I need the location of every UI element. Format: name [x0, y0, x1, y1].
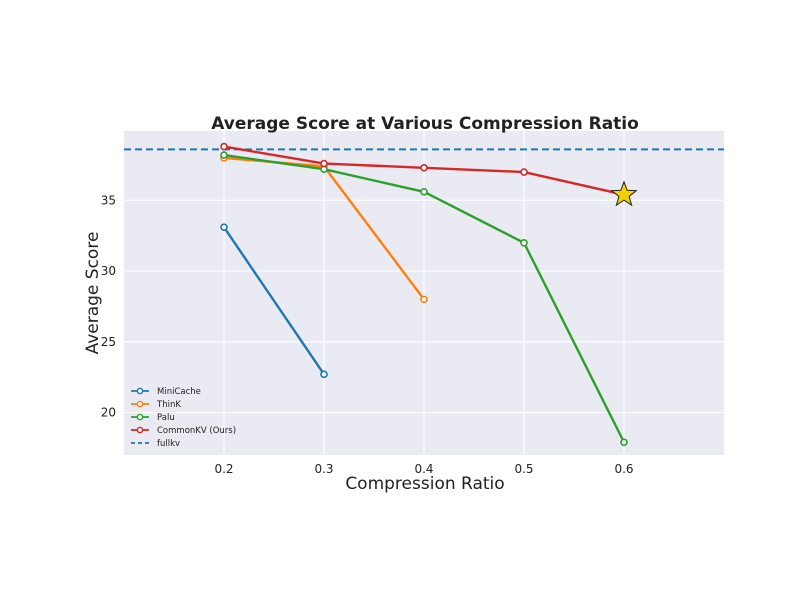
- data-point-commonkv-ours: [520, 168, 528, 176]
- y-tick-label: 25: [101, 335, 116, 349]
- data-point-minicache: [220, 223, 228, 232]
- data-point-palu: [520, 238, 528, 247]
- legend-item: fullkv: [131, 439, 180, 449]
- data-point-think: [420, 295, 428, 304]
- legend-marker: [136, 426, 144, 434]
- legend-marker: [136, 387, 144, 395]
- ticks: 0.2 0.3 0.4 0.5 0.6 20 25 30 35: [101, 193, 634, 476]
- series-line-minicache: [223, 226, 325, 376]
- x-tick-label: 0.5: [514, 462, 533, 476]
- legend-label: MiniCache: [157, 387, 201, 397]
- x-tick-label: 0.2: [214, 462, 233, 476]
- data-point-commonkv-ours: [420, 163, 428, 172]
- data-point-minicache: [320, 370, 328, 379]
- chart-title: Average Score at Various Compression Rat…: [211, 114, 639, 134]
- legend: MiniCache ThinK Palu CommonKV (Ours) fullkv: [131, 387, 236, 449]
- x-axis-label: Compression Ratio: [345, 474, 504, 494]
- legend-item: MiniCache: [131, 387, 201, 397]
- x-tick-label: 0.4: [414, 462, 433, 476]
- legend-label: Palu: [157, 413, 175, 423]
- x-tick-label: 0.3: [314, 462, 333, 476]
- data-point-palu: [220, 151, 228, 159]
- legend-marker: [136, 400, 144, 408]
- data-point-commonkv-ours: [220, 142, 228, 151]
- x-tick-label: 0.6: [614, 462, 633, 476]
- legend-label: fullkv: [157, 439, 180, 449]
- legend-item: Palu: [131, 413, 175, 423]
- legend-label: ThinK: [156, 400, 181, 410]
- data-point-palu: [420, 188, 428, 196]
- legend-item: CommonKV (Ours): [131, 426, 236, 436]
- data-point-commonkv-ours: [320, 159, 328, 168]
- y-tick-label: 30: [101, 264, 116, 278]
- star-icon: [610, 180, 638, 207]
- legend-marker: [136, 413, 144, 421]
- y-tick-label: 35: [101, 193, 116, 207]
- data-point-palu: [620, 438, 628, 447]
- y-tick-label: 20: [101, 406, 116, 420]
- y-axis-label: Average Score: [83, 232, 103, 355]
- legend-label: CommonKV (Ours): [157, 426, 236, 436]
- legend-item: ThinK: [131, 400, 181, 410]
- series-layer: [124, 142, 724, 447]
